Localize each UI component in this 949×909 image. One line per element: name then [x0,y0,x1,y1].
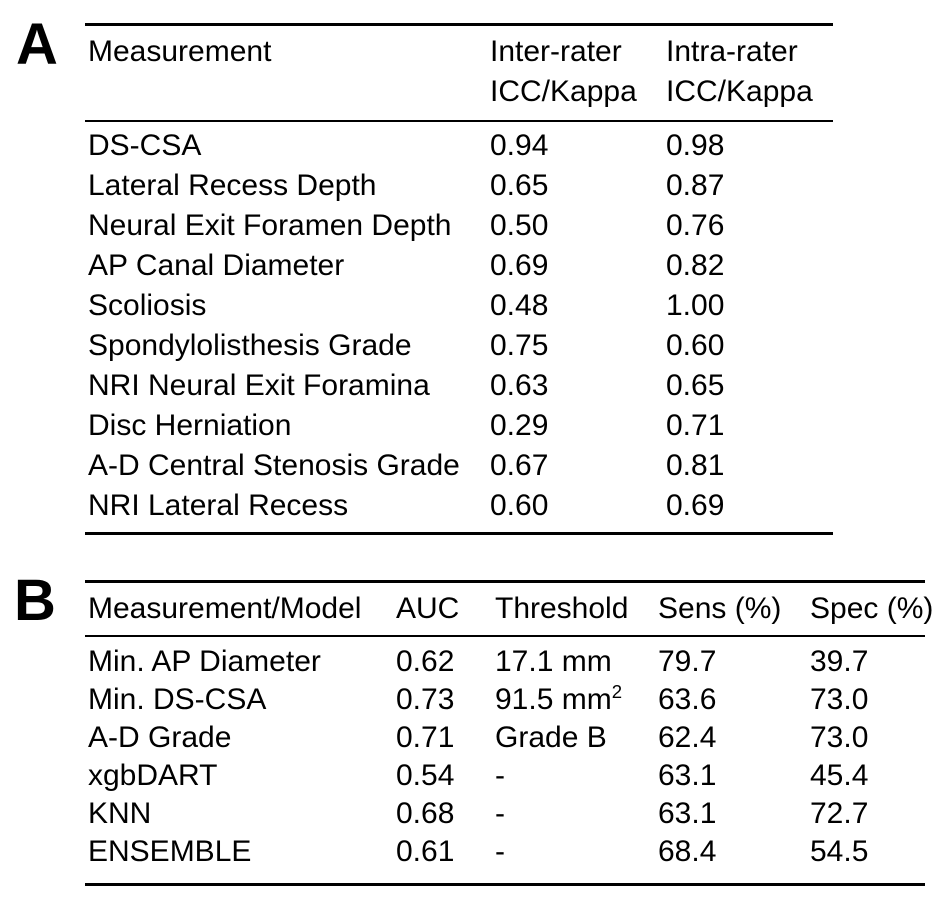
cell-model: ENSEMBLE [88,835,252,868]
table-b-top-rule [85,580,925,583]
cell-intra-rater: 0.81 [666,449,725,482]
cell-inter-rater: 0.63 [490,369,549,402]
cell-specificity: 54.5 [810,835,869,868]
table-a-body: DS-CSA 0.94 0.98 Lateral Recess Depth 0.… [85,122,833,532]
cell-intra-rater: 1.00 [666,289,725,322]
table-a-bottom-rule [85,532,833,535]
cell-sensitivity: 63.1 [658,759,717,792]
table-a-mid-rule [85,120,833,122]
table-b-header-specificity: Spec (%) [810,592,934,625]
cell-specificity: 72.7 [810,797,869,830]
cell-inter-rater: 0.60 [490,489,549,522]
cell-specificity: 45.4 [810,759,869,792]
cell-model: Min. AP Diameter [88,645,321,678]
table-b-model-performance: Measurement/Model AUC Threshold Sens (%)… [85,580,933,886]
threshold-value: - [495,797,505,830]
cell-inter-rater: 0.48 [490,289,549,322]
cell-intra-rater: 0.87 [666,169,725,202]
cell-specificity: 73.0 [810,721,869,754]
cell-measurement: Scoliosis [88,289,207,322]
table-a-top-rule [85,23,833,26]
cell-intra-rater: 0.98 [666,129,725,162]
cell-inter-rater: 0.29 [490,409,549,442]
cell-threshold: - [495,757,658,795]
threshold-superscript: 2 [611,681,623,702]
cell-measurement: Spondylolisthesis Grade [88,329,412,362]
threshold-value: 17.1 mm [495,645,612,678]
cell-inter-rater: 0.69 [490,249,549,282]
table-a-header-inter-rater-line2: ICC/Kappa [490,75,637,108]
cell-inter-rater: 0.94 [490,129,549,162]
cell-specificity: 73.0 [810,683,869,716]
table-b-body: Min. AP Diameter 0.62 17.1 mm 79.7 39.7 … [85,637,925,883]
table-b-header-model: Measurement/Model [88,592,362,625]
threshold-value: Grade B [495,721,607,754]
cell-inter-rater: 0.65 [490,169,549,202]
table-a-header-measurement: Measurement [88,35,272,68]
cell-auc: 0.54 [396,759,455,792]
table-b-header-row: Measurement/Model AUC Threshold Sens (%)… [85,583,933,635]
table-b-mid-rule [85,635,925,637]
cell-auc: 0.61 [396,835,455,868]
panel-a-label: A [16,12,58,77]
cell-auc: 0.73 [396,683,455,716]
cell-sensitivity: 79.7 [658,645,717,678]
cell-measurement: Neural Exit Foramen Depth [88,209,452,242]
cell-sensitivity: 63.6 [658,683,717,716]
table-a-header-intra-rater-line1: Intra-rater [666,35,798,68]
panel-b-label: B [14,568,56,633]
cell-threshold: 17.1 mm [495,643,658,681]
cell-sensitivity: 63.1 [658,797,717,830]
cell-threshold: Grade B [495,719,658,757]
cell-auc: 0.68 [396,797,455,830]
cell-measurement: NRI Neural Exit Foramina [88,369,430,402]
cell-intra-rater: 0.69 [666,489,725,522]
cell-measurement: NRI Lateral Recess [88,489,349,522]
table-a-header-intra-rater: Intra-rater ICC/Kappa [666,32,833,112]
cell-measurement: AP Canal Diameter [88,249,345,282]
cell-intra-rater: 0.71 [666,409,725,442]
cell-intra-rater: 0.60 [666,329,725,362]
cell-intra-rater: 0.82 [666,249,725,282]
threshold-value: - [495,835,505,868]
threshold-value: 91.5 mm [495,683,612,716]
cell-measurement: A-D Central Stenosis Grade [88,449,460,482]
cell-model: KNN [88,797,152,830]
cell-threshold: 91.5 mm2 [495,681,658,719]
cell-specificity: 39.7 [810,645,869,678]
cell-sensitivity: 62.4 [658,721,717,754]
cell-model: Min. DS-CSA [88,683,267,716]
table-b-header-auc: AUC [396,592,460,625]
cell-auc: 0.71 [396,721,455,754]
table-a-header-inter-rater: Inter-rater ICC/Kappa [490,32,666,112]
cell-intra-rater: 0.65 [666,369,725,402]
cell-model: xgbDART [88,759,218,792]
table-b-header-threshold: Threshold [495,592,629,625]
cell-measurement: Lateral Recess Depth [88,169,377,202]
cell-threshold: - [495,795,658,833]
cell-measurement: DS-CSA [88,129,202,162]
cell-auc: 0.62 [396,645,455,678]
cell-inter-rater: 0.75 [490,329,549,362]
table-a-header-intra-rater-line2: ICC/Kappa [666,75,813,108]
threshold-value: - [495,759,505,792]
table-a-header-row: Measurement Inter-rater ICC/Kappa Intra-… [85,26,833,120]
cell-sensitivity: 68.4 [658,835,717,868]
table-a-reliability: Measurement Inter-rater ICC/Kappa Intra-… [85,23,833,535]
cell-inter-rater: 0.50 [490,209,549,242]
cell-intra-rater: 0.76 [666,209,725,242]
table-b-bottom-rule [85,883,925,886]
table-a-header-inter-rater-line1: Inter-rater [490,35,622,68]
cell-threshold: - [495,833,658,871]
cell-inter-rater: 0.67 [490,449,549,482]
cell-measurement: Disc Herniation [88,409,292,442]
table-b-header-sensitivity: Sens (%) [658,592,782,625]
cell-model: A-D Grade [88,721,232,754]
